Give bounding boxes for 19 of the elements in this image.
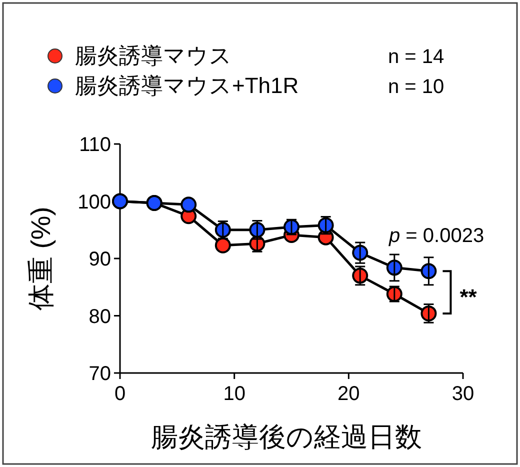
x-tick-label: 10 — [223, 383, 246, 405]
point — [180, 196, 197, 213]
x-tick-label: 30 — [452, 383, 474, 405]
y-tick-label: 90 — [88, 248, 111, 270]
y-axis-title: 体重 (%) — [26, 206, 56, 310]
text: n = 10 — [388, 76, 444, 98]
x-tick-label: 20 — [338, 383, 360, 405]
legend-label: 腸炎誘導マウス+Th1R — [75, 73, 299, 98]
y-tick-label: 70 — [88, 363, 111, 385]
text: n = 14 — [388, 46, 444, 68]
y-tick-label: 80 — [88, 306, 111, 328]
annotation: ** — [460, 284, 478, 310]
legend-label: 腸炎誘導マウス — [75, 43, 232, 68]
x-tick-label: 0 — [114, 383, 126, 405]
y-tick-label: 110 — [79, 134, 111, 156]
x-axis-title: 腸炎誘導後の経過日数 — [151, 422, 422, 452]
annotation: p = 0.0023 — [388, 225, 484, 247]
y-tick-label: 100 — [78, 191, 111, 214]
point — [214, 237, 231, 254]
